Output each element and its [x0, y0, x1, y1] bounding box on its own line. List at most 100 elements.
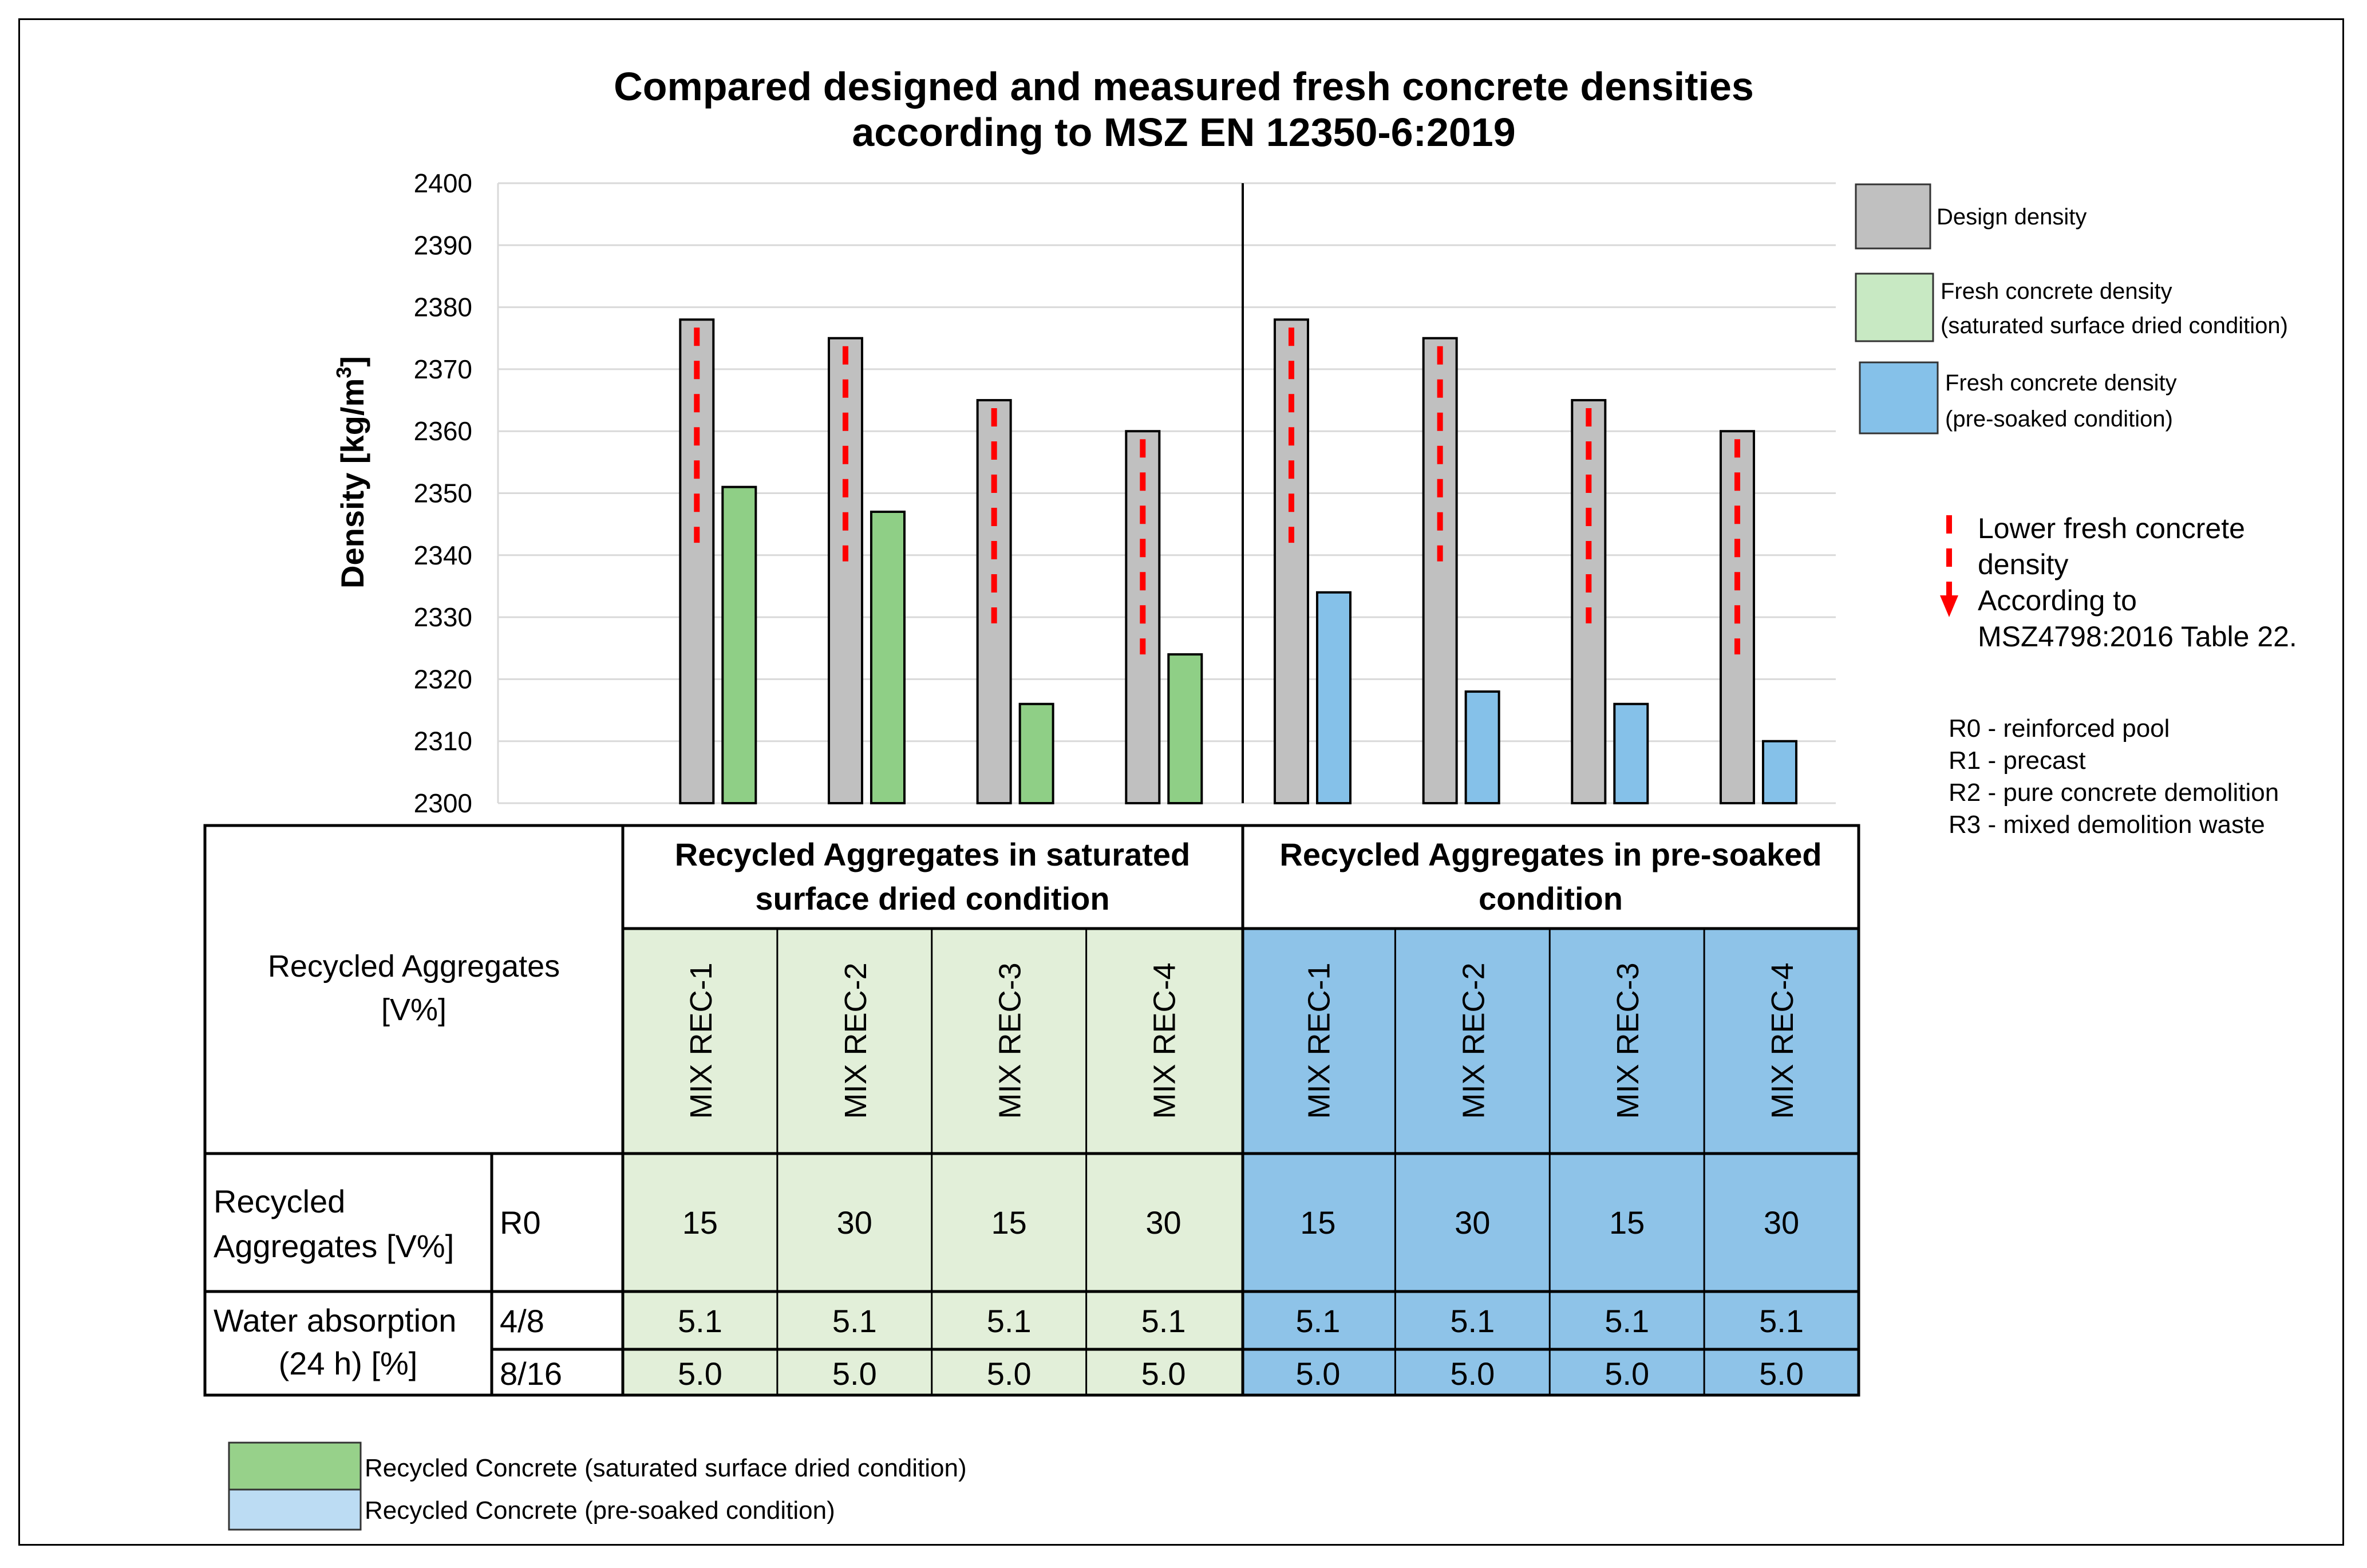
wa816-value-cell: 5.0	[1759, 1356, 1804, 1392]
table-values: 15 30 15 30 15 30 15 30 5.1 5.1 5.1 5.1 5.1 5.1 5.1 5.1…	[678, 1204, 1804, 1392]
y-axis-label-main: Density [kg/m	[334, 378, 370, 589]
wa48-value-cell: 5.1	[1296, 1303, 1341, 1339]
legend-lower-label-line4: MSZ4798:2016 Table 22.	[1978, 621, 2297, 653]
wa816-value-cell: 5.0	[678, 1356, 722, 1392]
ra-row-sub-r0: R0	[500, 1204, 541, 1241]
table-ssd-fill	[623, 929, 1243, 1395]
mix-header: MIX REC-2	[839, 962, 873, 1119]
bottom-legend: Recycled Concrete (saturated surface dri…	[228, 1441, 967, 1531]
legend-ssd-label-line1: Fresh concrete density	[1941, 279, 2172, 304]
wa816-value-cell: 5.0	[1605, 1356, 1649, 1392]
note-r1: R1 - precast	[1949, 747, 2086, 775]
y-tick-label: 2360	[414, 416, 472, 446]
ra-value-cell: 15	[1300, 1204, 1335, 1241]
design-density-bar	[976, 399, 1012, 804]
mix-header: MIX REC-4	[1148, 962, 1182, 1119]
table-column-lines	[776, 929, 1705, 1395]
design-density-bar	[1422, 337, 1458, 804]
fresh-density-soaked-bar	[1613, 702, 1649, 804]
ra-row-label-line1: Recycled	[214, 1183, 345, 1219]
bottom-legend-soaked-label: Recycled Concrete (pre-soaked condition)	[365, 1496, 835, 1524]
y-tick-label: 2370	[414, 354, 472, 384]
y-axis-label: Density [kg/m3]	[332, 356, 370, 589]
ra-value-cell: 30	[1764, 1204, 1799, 1241]
ra-value-cell: 30	[837, 1204, 872, 1241]
legend-lower-label-line3: According to	[1978, 584, 2137, 617]
y-axis-label-end: ]	[334, 356, 370, 367]
mix-header: MIX REC-4	[1765, 962, 1800, 1119]
note-r2: R2 - pure concrete demolition	[1949, 779, 2279, 807]
legend: Design density Fresh concrete density (s…	[1855, 183, 2297, 839]
legend-lower-label-line1: Lower fresh concrete	[1978, 512, 2245, 544]
fresh-density-ssd-bar	[870, 510, 906, 804]
y-tick-label: 2390	[414, 230, 472, 260]
fresh-density-soaked-bar	[1315, 591, 1352, 805]
y-tick-label: 2310	[414, 726, 472, 756]
design-density-bar	[827, 337, 863, 804]
y-tick-label: 2330	[414, 602, 472, 632]
design-density-bar	[679, 318, 715, 804]
wa-row-label-line1: Water absorption	[214, 1302, 456, 1338]
y-axis-label-sup: 3	[332, 367, 355, 378]
table-soaked-fill	[1243, 929, 1859, 1395]
wa816-value-cell: 5.0	[1141, 1356, 1186, 1392]
y-tick-label: 2350	[414, 479, 472, 508]
wa48-value-cell: 5.1	[1605, 1303, 1649, 1339]
legend-ssd-label-line2: (saturated surface dried condition)	[1941, 313, 2288, 338]
bottom-legend-ssd-swatch	[228, 1441, 362, 1491]
note-r3: R3 - mixed demolition waste	[1949, 811, 2265, 839]
fresh-density-soaked-bar	[1464, 690, 1500, 805]
bottom-legend-soaked-swatch	[228, 1488, 362, 1531]
legend-soaked-swatch	[1859, 361, 1939, 435]
mix-header: MIX REC-3	[993, 962, 1028, 1119]
ssd-group-header-line1: Recycled Aggregates in saturated	[675, 836, 1190, 872]
wa816-value-cell: 5.0	[1296, 1356, 1341, 1392]
chart-title-line2: according to MSZ EN 12350-6:2019	[852, 110, 1515, 155]
bars	[679, 318, 1797, 805]
mix-header-row: MIX REC-1 MIX REC-2 MIX REC-3 MIX REC-4 MIX …	[684, 962, 1800, 1119]
mix-table: Recycled Aggregates [V%] Recycled Aggreg…	[203, 824, 1860, 1397]
wa48-value-cell: 5.1	[678, 1303, 722, 1339]
ra-value-cell: 30	[1455, 1204, 1490, 1241]
row-header-recycled-aggregates-line1: Recycled Aggregates	[268, 949, 560, 984]
wa48-value-cell: 5.1	[1450, 1303, 1495, 1339]
legend-design-swatch	[1855, 183, 1931, 250]
wa816-value-cell: 5.0	[832, 1356, 877, 1392]
bottom-legend-ssd-label: Recycled Concrete (saturated surface dri…	[365, 1454, 967, 1482]
ra-value-cell: 15	[991, 1204, 1027, 1241]
legend-soaked-label-line2: (pre-soaked condition)	[1945, 406, 2173, 432]
ssd-group-header-line2: surface dried condition	[755, 880, 1109, 917]
y-tick-label: 2300	[414, 788, 472, 818]
wa816-value-cell: 5.0	[987, 1356, 1032, 1392]
wa48-value-cell: 5.1	[1141, 1303, 1186, 1339]
legend-soaked-label-line1: Fresh concrete density	[1945, 370, 2177, 396]
soaked-group-header-line2: condition	[1479, 880, 1623, 917]
chart-title-line1: Compared designed and measured fresh con…	[614, 64, 1754, 109]
mix-header: MIX REC-1	[684, 962, 718, 1119]
fresh-density-ssd-bar	[1018, 702, 1054, 804]
ra-value-cell: 15	[1609, 1204, 1645, 1241]
design-density-bar	[1571, 399, 1607, 804]
mix-header: MIX REC-3	[1611, 962, 1645, 1119]
wa48-value-cell: 5.1	[1759, 1303, 1804, 1339]
plot-area: 2300 2310 2320 2330 2340 2350 2360 2370 2380 2390…	[414, 168, 1836, 818]
row-header-recycled-aggregates-line2: [V%]	[381, 993, 446, 1027]
wa-row-sub-48: 4/8	[500, 1303, 544, 1339]
mix-header: MIX REC-2	[1456, 962, 1491, 1119]
legend-design-label: Design density	[1937, 204, 2087, 230]
table-grid	[203, 824, 1860, 1397]
wa816-value-cell: 5.0	[1450, 1356, 1495, 1392]
note-r0: R0 - reinforced pool	[1949, 714, 2170, 742]
soaked-group-header-line1: Recycled Aggregates in pre-soaked	[1279, 836, 1821, 872]
y-tick-labels: 2300 2310 2320 2330 2340 2350 2360 2370 2380 2390…	[414, 168, 472, 818]
wa48-value-cell: 5.1	[832, 1303, 877, 1339]
wa48-value-cell: 5.1	[987, 1303, 1032, 1339]
legend-ssd-swatch	[1855, 272, 1934, 342]
fresh-density-soaked-bar	[1761, 740, 1797, 804]
ra-value-cell: 15	[682, 1204, 718, 1241]
y-tick-label: 2340	[414, 540, 472, 570]
legend-lower-label-line2: density	[1978, 548, 2068, 580]
ra-row-label-line2: Aggregates [V%]	[214, 1228, 454, 1264]
fresh-density-ssd-bar	[1167, 653, 1203, 804]
